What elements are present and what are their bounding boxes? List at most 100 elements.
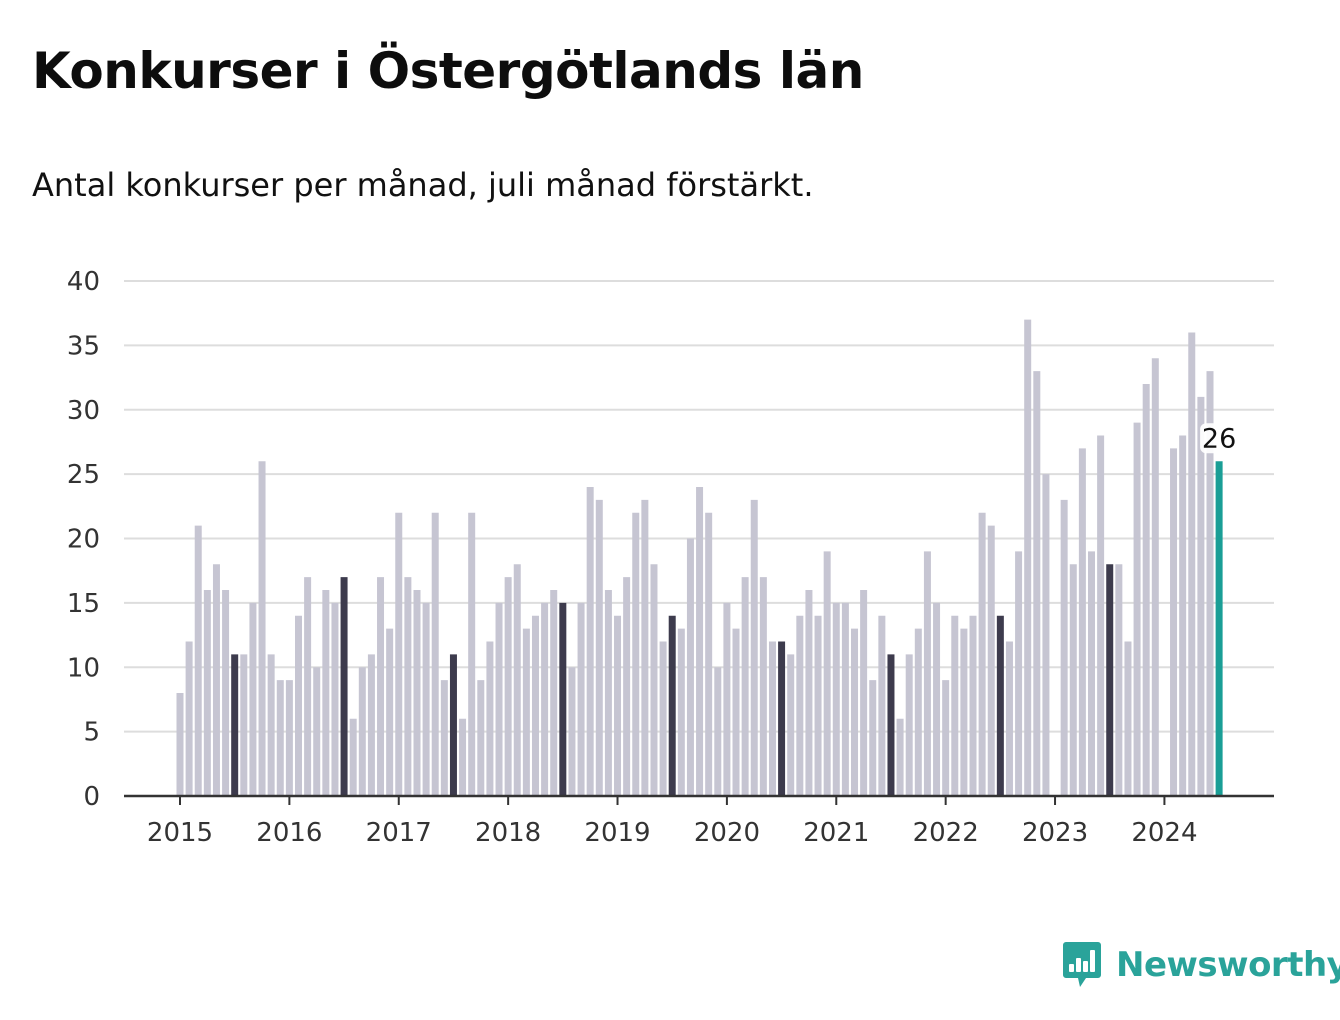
annotation-background [1200,423,1239,454]
bar-july [231,654,239,796]
bar [969,615,977,796]
bar [404,577,412,796]
bar [659,641,667,796]
bar [550,590,558,796]
bar [1088,551,1095,796]
bar [240,654,248,796]
chart-subtitle: Antal konkurser per månad, juli månad fö… [32,166,814,204]
bar [422,602,430,796]
chart-title: Konkurser i Östergötlands län [32,42,864,100]
y-tick-label: 40 [67,267,100,297]
x-tick-label: 2020 [694,818,760,848]
bar [304,577,312,796]
bar [431,512,439,796]
y-tick-label: 35 [67,331,100,361]
y-tick-label: 30 [67,396,100,426]
bar [185,641,193,796]
bar-july [778,641,786,796]
bar [1033,371,1041,796]
bar-july [559,602,567,796]
bar [650,564,658,796]
bar-chart: 0 5 10 15 20 25 30 35 40 2015 2016 2017 2018 2019 202… [67,267,1274,848]
bar-july [449,654,457,796]
bar [267,654,275,796]
bar [377,577,385,796]
bar [1024,319,1032,796]
bar [258,461,266,796]
bar [951,615,959,796]
x-axis: 2015 2016 2017 2018 2019 2020 2021 2022 2023 2024 [124,794,1274,848]
bar [222,590,230,796]
bar [787,654,795,796]
bar [1170,448,1178,796]
bar [851,628,859,796]
bar [586,487,594,796]
bar [686,538,694,796]
bar [176,693,184,796]
y-tick-label: 25 [67,460,100,490]
bar [1078,448,1086,796]
bar-july [996,615,1004,796]
newsworthy-logo: Newsworthy [1062,940,1340,990]
bar [1060,499,1068,796]
bar [531,615,539,796]
bar [1069,564,1077,796]
bar [978,512,986,796]
bar [923,551,931,796]
bar [468,512,476,796]
bar [841,602,849,796]
bar [632,512,640,796]
bar [568,667,576,796]
bar [1133,422,1141,796]
annotation: 26 [1200,423,1239,454]
bar [504,577,512,796]
bar [1142,384,1150,796]
bar [477,680,485,796]
y-tick-label: 15 [67,589,100,619]
x-tick-label: 2016 [256,818,322,848]
x-tick-label: 2021 [803,818,869,848]
bar [577,602,585,796]
bar [1097,435,1105,796]
bar [313,667,321,796]
bar [823,551,831,796]
bar [768,641,776,796]
bar [1197,396,1205,796]
bar-chart-bubble-icon [1063,942,1101,987]
bar [759,577,767,796]
bar [413,590,421,796]
annotation-label: 26 [1202,423,1236,454]
bar [541,602,549,796]
bar [750,499,758,796]
bar [1015,551,1023,796]
bar [987,525,995,796]
bar [869,680,877,796]
bar [705,512,713,796]
bar [905,654,913,796]
bar [249,602,257,796]
bar [1124,641,1132,796]
bar [960,628,968,796]
bar [1005,641,1013,796]
x-tick-label: 2018 [475,818,541,848]
bar [677,628,685,796]
bar [1151,358,1159,796]
bar [595,499,603,796]
bar [486,641,494,796]
y-tick-label: 10 [67,653,100,683]
bar [212,564,220,796]
bar [459,718,467,796]
bar [367,654,375,796]
y-tick-label: 0 [83,782,100,812]
bar [1042,474,1050,796]
x-tick-label: 2019 [584,818,650,848]
x-tick-label: 2024 [1131,818,1197,848]
brand-name: Newsworthy [1116,945,1340,985]
y-axis-ticks: 0 5 10 15 20 25 30 35 40 [67,267,100,812]
bar-july [887,654,895,796]
x-tick-label: 2022 [913,818,979,848]
bar [942,680,950,796]
bar [1206,371,1214,796]
bar [933,602,941,796]
y-tick-label: 20 [67,525,100,555]
